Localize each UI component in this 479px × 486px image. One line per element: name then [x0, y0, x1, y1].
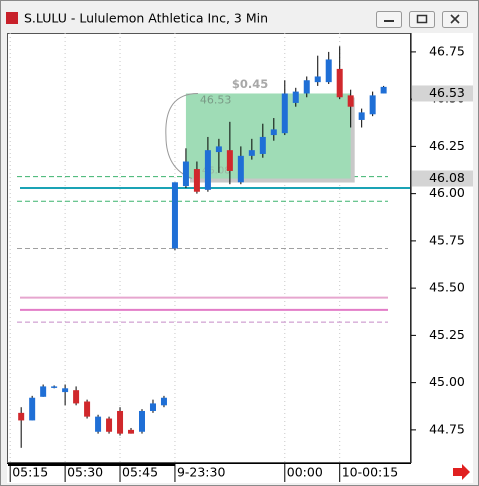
candle-body [248, 150, 255, 156]
x-tick-label: 05:30 [67, 465, 103, 480]
maximize-icon [416, 14, 428, 24]
measure-bracket [165, 92, 198, 179]
price-label-box [412, 85, 473, 102]
candle-body [51, 386, 58, 388]
candle-body [128, 429, 135, 434]
candle-body [369, 95, 376, 115]
y-tick-label: 46.25 [429, 138, 465, 153]
measure-box [185, 93, 351, 179]
x-tick-label: 05:15 [12, 465, 48, 480]
y-tick-label: 46.00 [429, 185, 465, 200]
candle-body [139, 410, 145, 432]
maximize-button[interactable] [409, 11, 435, 28]
candle-body [358, 112, 365, 120]
candle-body [314, 76, 321, 83]
candle-body [226, 150, 233, 171]
candle-body [106, 418, 113, 432]
candle-body [336, 68, 343, 98]
candle-body [73, 390, 80, 404]
candle-body [281, 93, 288, 134]
candle-body [40, 386, 47, 397]
app-icon [6, 12, 18, 24]
y-tick-label: 46.75 [429, 43, 465, 58]
close-icon [450, 14, 460, 24]
candle-body [62, 388, 69, 393]
candle-body [160, 397, 167, 406]
y-tick-label: 45.75 [429, 232, 465, 247]
candle-body [18, 412, 25, 421]
price-label: 46.08 [429, 170, 465, 185]
minimize-button[interactable] [376, 11, 402, 28]
y-tick-label: 45.25 [429, 327, 465, 342]
candle-body [303, 80, 310, 94]
candle-body [193, 169, 200, 192]
x-tick-label: 10-00:15 [342, 465, 398, 480]
measure-to: 46.53 [200, 93, 232, 106]
scroll-arrow[interactable] [453, 464, 470, 480]
candle-body [380, 86, 387, 94]
x-tick-label: 9-23:30 [177, 465, 226, 480]
price-label: 46.53 [429, 85, 465, 100]
measure-change: $0.45 [232, 77, 268, 91]
candle-body [95, 416, 102, 432]
candle-body [29, 397, 36, 421]
candle-body [171, 182, 178, 249]
y-tick-label: 44.75 [429, 421, 465, 436]
candle-body [259, 136, 266, 154]
x-tick-label: 00:00 [287, 465, 323, 480]
window-title: S.LULU - Lululemon Athletica Inc, 3 Min [24, 11, 268, 26]
x-tick-label: 05:45 [122, 465, 158, 480]
y-tick-label: 45.50 [429, 280, 465, 295]
candle-body [215, 146, 222, 153]
candle-body [270, 129, 277, 136]
candle-body [182, 161, 189, 187]
candle-body [84, 401, 91, 417]
y-tick-label: 45.00 [429, 374, 465, 389]
plot-layer: 46.7546.5046.2546.0045.7545.5045.2545.00… [9, 33, 473, 482]
candle-body [237, 155, 244, 183]
candle-body [292, 91, 299, 103]
window-buttons[interactable] [376, 11, 468, 28]
measure-from: 46.08 [202, 166, 231, 177]
candle-body [149, 403, 156, 411]
session-bar [8, 463, 175, 466]
candle-body [347, 95, 354, 107]
candle-body [325, 59, 332, 83]
candle-body [117, 410, 124, 434]
price-label-box [412, 170, 473, 187]
candle-body [204, 150, 211, 190]
